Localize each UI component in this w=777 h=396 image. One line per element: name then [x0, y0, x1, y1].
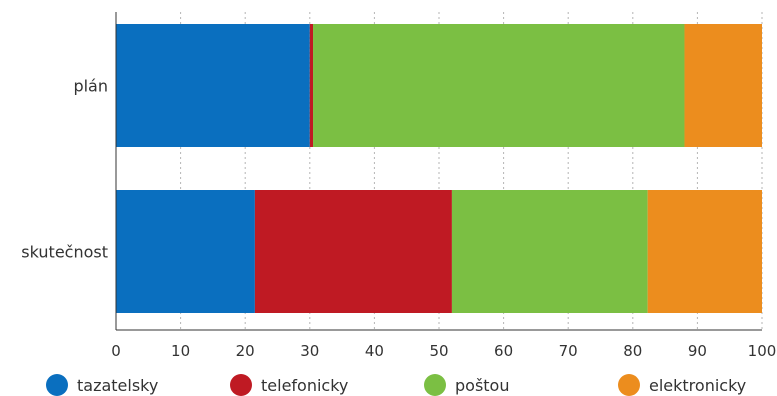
- x-tick-label: 0: [111, 342, 121, 360]
- legend-label: poštou: [455, 376, 509, 395]
- category-labels: plán skutečnost: [21, 77, 108, 262]
- legend-item-tazatelsky[interactable]: tazatelsky: [46, 374, 158, 396]
- category-label: skutečnost: [21, 243, 108, 262]
- legend-swatch: [424, 374, 446, 396]
- bar-segment-telefonicky-0[interactable]: [309, 24, 314, 147]
- bar-segment-elektronicky-0[interactable]: [684, 24, 762, 147]
- legend[interactable]: tazatelsky telefonicky poštou elektronicky: [46, 374, 746, 396]
- x-tick-label: 30: [300, 342, 319, 360]
- legend-item-poštou[interactable]: poštou: [424, 374, 509, 396]
- legend-label: elektronicky: [649, 376, 746, 395]
- x-tick-label: 90: [688, 342, 707, 360]
- x-tick-label: 70: [559, 342, 578, 360]
- legend-item-elektronicky[interactable]: elektronicky: [618, 374, 746, 396]
- category-label: plán: [73, 77, 108, 96]
- bar-segment-elektronicky-1[interactable]: [647, 190, 762, 313]
- legend-swatch: [230, 374, 252, 396]
- legend-swatch: [46, 374, 68, 396]
- bar-segment-poštou-0[interactable]: [313, 24, 685, 147]
- legend-label: telefonicky: [261, 376, 348, 395]
- x-tick-label: 100: [748, 342, 777, 360]
- x-tick-label: 20: [236, 342, 255, 360]
- bar-segment-tazatelsky-1[interactable]: [116, 190, 255, 313]
- bars: [116, 24, 762, 313]
- x-tick-labels: 0 10 20 30 40 50 60 70 80 90 100: [111, 342, 776, 360]
- x-tick-label: 40: [365, 342, 384, 360]
- legend-item-telefonicky[interactable]: telefonicky: [230, 374, 348, 396]
- axes: [115, 12, 762, 331]
- legend-swatch: [618, 374, 640, 396]
- bar-segment-poštou-1[interactable]: [451, 190, 648, 313]
- x-tick-label: 10: [171, 342, 190, 360]
- legend-label: tazatelsky: [77, 376, 158, 395]
- bar-segment-telefonicky-1[interactable]: [254, 190, 452, 313]
- x-tick-label: 50: [429, 342, 448, 360]
- x-tick-label: 80: [623, 342, 642, 360]
- bar-segment-tazatelsky-0[interactable]: [116, 24, 310, 147]
- x-tick-label: 60: [494, 342, 513, 360]
